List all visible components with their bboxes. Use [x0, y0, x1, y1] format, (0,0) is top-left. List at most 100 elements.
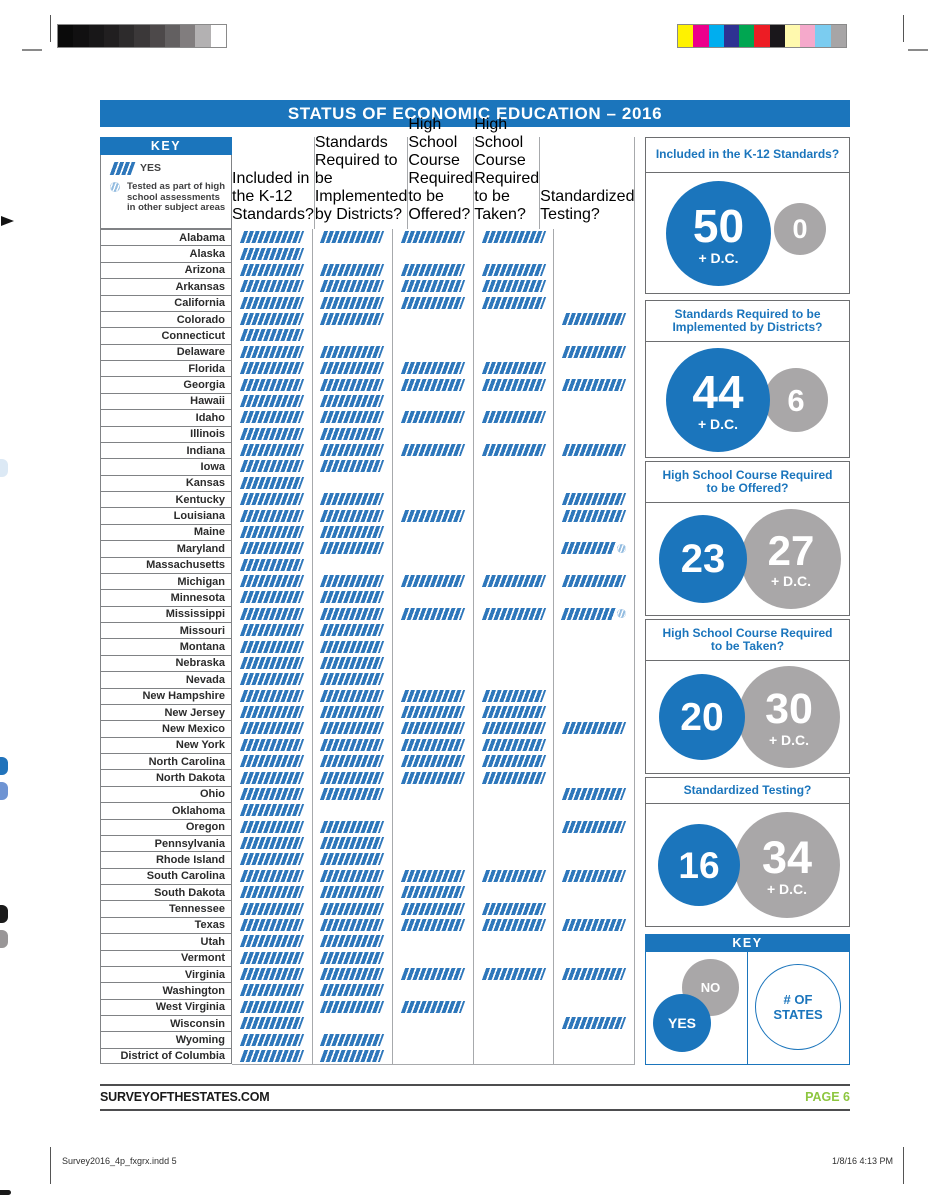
cell-course-taken [474, 818, 555, 835]
cell-course-taken [474, 376, 555, 393]
crop-mark [22, 49, 42, 51]
yes-mark [400, 607, 466, 620]
cell-k12-standards [232, 327, 313, 344]
yes-mark [561, 1017, 627, 1030]
cell-course-taken [474, 360, 555, 377]
cell-standardized-testing [554, 507, 635, 524]
stat-value: 6 [787, 382, 805, 418]
cell-course-taken [474, 229, 555, 246]
yes-mark [239, 968, 304, 981]
cell-course-offered [393, 785, 474, 803]
table-row: Texas [100, 916, 635, 934]
cell-course-taken [474, 540, 555, 557]
yes-mark [481, 869, 546, 882]
state-name: Maryland [100, 540, 232, 557]
cell-k12-standards [232, 245, 313, 262]
cell-k12-standards [232, 867, 313, 884]
cell-standardized-testing [554, 671, 635, 688]
cell-course-taken [474, 261, 555, 279]
yes-mark [400, 706, 466, 719]
yes-mark [239, 837, 304, 850]
yes-mark [239, 624, 304, 637]
cell-course-offered [393, 556, 474, 573]
crop-mark [903, 15, 904, 42]
table-row: Connecticut [100, 327, 635, 344]
cell-k12-standards [232, 556, 313, 573]
no-count-circle: 30 + D.C. [738, 666, 840, 768]
cell-standardized-testing [554, 540, 635, 557]
cell-course-offered [393, 671, 474, 688]
cell-standards-implemented [313, 392, 394, 410]
calibration-swatch [754, 25, 770, 47]
yes-mark [239, 722, 304, 735]
grayscale-calibration-bar [57, 24, 227, 48]
cell-k12-standards [232, 507, 313, 524]
stat-panel-body: 6 44 + D.C. [646, 342, 849, 457]
yes-mark [320, 542, 385, 555]
table-row: Wyoming [100, 1031, 635, 1048]
cell-course-taken [474, 1031, 555, 1048]
cell-course-taken [474, 589, 555, 606]
yes-mark [239, 280, 304, 293]
cell-course-offered [393, 409, 474, 426]
column-header-label: High School Course Required to be Offere… [408, 116, 474, 223]
cell-course-taken [474, 703, 555, 721]
cell-standards-implemented [313, 867, 394, 884]
yes-mark [400, 755, 466, 768]
state-name: Minnesota [100, 589, 232, 606]
color-calibration-bar [677, 24, 847, 48]
legend-count-circle: # OF STATES [755, 964, 841, 1050]
yes-mark [320, 837, 385, 850]
cell-standards-implemented [313, 1047, 394, 1065]
yes-mark [239, 853, 304, 866]
calibration-swatch [815, 25, 831, 47]
stat-sub-label: + D.C. [766, 880, 808, 897]
yes-mark [320, 1000, 385, 1013]
stat-value: 30 [765, 684, 813, 733]
yes-mark [239, 509, 304, 522]
yes-mark [239, 493, 304, 506]
cell-standardized-testing [554, 343, 635, 360]
cell-standardized-testing [554, 802, 635, 819]
yes-mark [320, 1033, 385, 1046]
yes-mark [481, 263, 546, 276]
table-row: Maryland [100, 540, 635, 557]
cell-standards-implemented [313, 736, 394, 753]
table-row: Vermont [100, 949, 635, 966]
yes-mark [320, 624, 385, 637]
state-name: Virginia [100, 965, 232, 983]
state-name: Kentucky [100, 491, 232, 508]
cell-k12-standards [232, 1031, 313, 1048]
cell-course-offered [393, 261, 474, 279]
cell-course-offered [393, 294, 474, 311]
cell-standards-implemented [313, 834, 394, 852]
yes-mark [561, 722, 627, 735]
stat-panel-body: 27 + D.C. 23 [646, 503, 849, 615]
column-header-label: Standardized Testing? [540, 188, 635, 223]
yes-mark [239, 542, 304, 555]
cell-course-offered [393, 605, 474, 622]
cell-standardized-testing [554, 818, 635, 835]
cell-standards-implemented [313, 245, 394, 262]
table-row: Rhode Island [100, 851, 635, 868]
yes-mark [320, 656, 385, 669]
table-row: Michigan [100, 572, 635, 590]
state-name: Washington [100, 982, 232, 999]
calibration-swatch [723, 25, 740, 47]
yes-mark [239, 787, 304, 800]
cell-standards-implemented [313, 769, 394, 786]
legend-body: NO YES # OF STATES [645, 952, 850, 1065]
cell-course-offered [393, 802, 474, 819]
table-row: Massachusetts [100, 556, 635, 573]
cell-standards-implemented [313, 360, 394, 377]
cell-course-taken [474, 409, 555, 426]
cell-course-offered [393, 818, 474, 835]
table-row: Oregon [100, 818, 635, 835]
yes-mark [400, 509, 466, 522]
stat-sub-label: + D.C. [698, 249, 739, 266]
cell-course-offered [393, 654, 474, 672]
table-row: Hawaii [100, 392, 635, 410]
cell-course-offered [393, 884, 474, 901]
column-header-k12-standards: Included in the K-12 Standards? [232, 137, 315, 229]
table-row: Kentucky [100, 491, 635, 508]
